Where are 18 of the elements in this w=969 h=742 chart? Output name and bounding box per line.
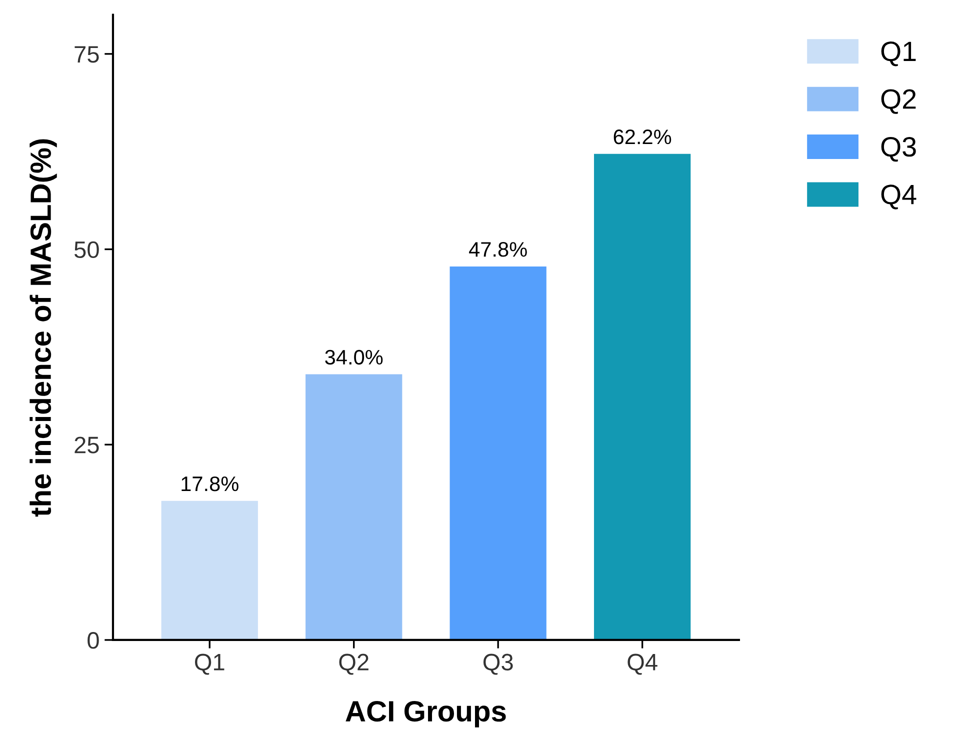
legend-label: Q3 bbox=[881, 136, 916, 162]
x-tick-label: Q2 bbox=[339, 654, 368, 675]
legend-label: Q1 bbox=[881, 42, 916, 66]
y-tick-label: 50 bbox=[74, 241, 99, 258]
data-label: 34.0% bbox=[325, 350, 383, 365]
legend-label: Q4 bbox=[881, 184, 916, 210]
x-axis-title: ACI Groups bbox=[346, 700, 506, 728]
y-tick-label: 0 bbox=[88, 632, 99, 649]
x-tick-label: Q1 bbox=[194, 654, 224, 675]
x-tick-label: Q4 bbox=[628, 654, 658, 675]
legend-label: Q2 bbox=[881, 89, 916, 114]
y-tick-label: 25 bbox=[74, 436, 99, 454]
data-label: 47.8% bbox=[469, 242, 527, 257]
y-tick-label: 75 bbox=[74, 46, 99, 63]
x-tick-label: Q3 bbox=[483, 654, 513, 675]
data-label: 62.2% bbox=[614, 130, 672, 144]
data-label: 17.8% bbox=[182, 476, 238, 492]
y-axis-title: the incidence of MASLD(%) bbox=[30, 139, 57, 517]
